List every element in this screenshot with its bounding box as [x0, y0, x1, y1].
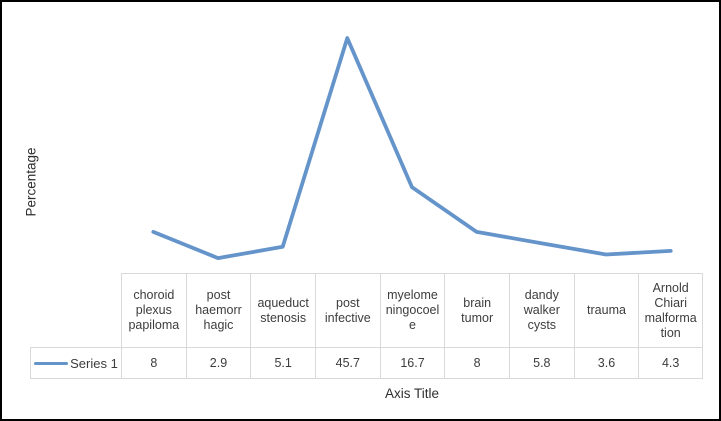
table-value-cell: 16.7 [379, 347, 445, 379]
table-value-cell: 2.9 [185, 347, 251, 379]
table-value-cell: 45.7 [314, 347, 380, 379]
y-axis-title: Percentage [23, 147, 39, 217]
table-value-cell: 3.6 [573, 347, 639, 379]
table-header-cell: post infective [314, 273, 380, 347]
table-header-cell: choroid plexus papiloma [121, 273, 186, 347]
x-axis-title: Axis Title [384, 386, 439, 401]
table-value-cell: 8 [121, 347, 186, 379]
table-header-cell: myelome ningocoel e [379, 273, 445, 347]
table-value-cell: 8 [444, 347, 509, 379]
table-value-cell: 5.8 [508, 347, 574, 379]
table-header-cell: aqueduct stenosis [250, 273, 315, 347]
legend-label: Series 1 [70, 355, 118, 371]
table-header-cell: Arnold Chiari malforma tion [638, 273, 703, 347]
table-value-cell: 4.3 [638, 347, 703, 379]
table-header-cell: brain tumor [444, 273, 509, 347]
legend-cell: Series 1 [30, 347, 121, 379]
data-table: choroid plexus papiloma post haemorr hagi… [30, 273, 703, 379]
table-header-cell: dandy walker cysts [508, 273, 574, 347]
series-line-swatch [34, 361, 69, 365]
series-line [151, 36, 673, 261]
table-header-cell: post haemorr hagic [185, 273, 251, 347]
table-header-cell: trauma [573, 273, 639, 347]
table-value-cell: 5.1 [250, 347, 315, 379]
table-corner-spacer [30, 273, 121, 347]
